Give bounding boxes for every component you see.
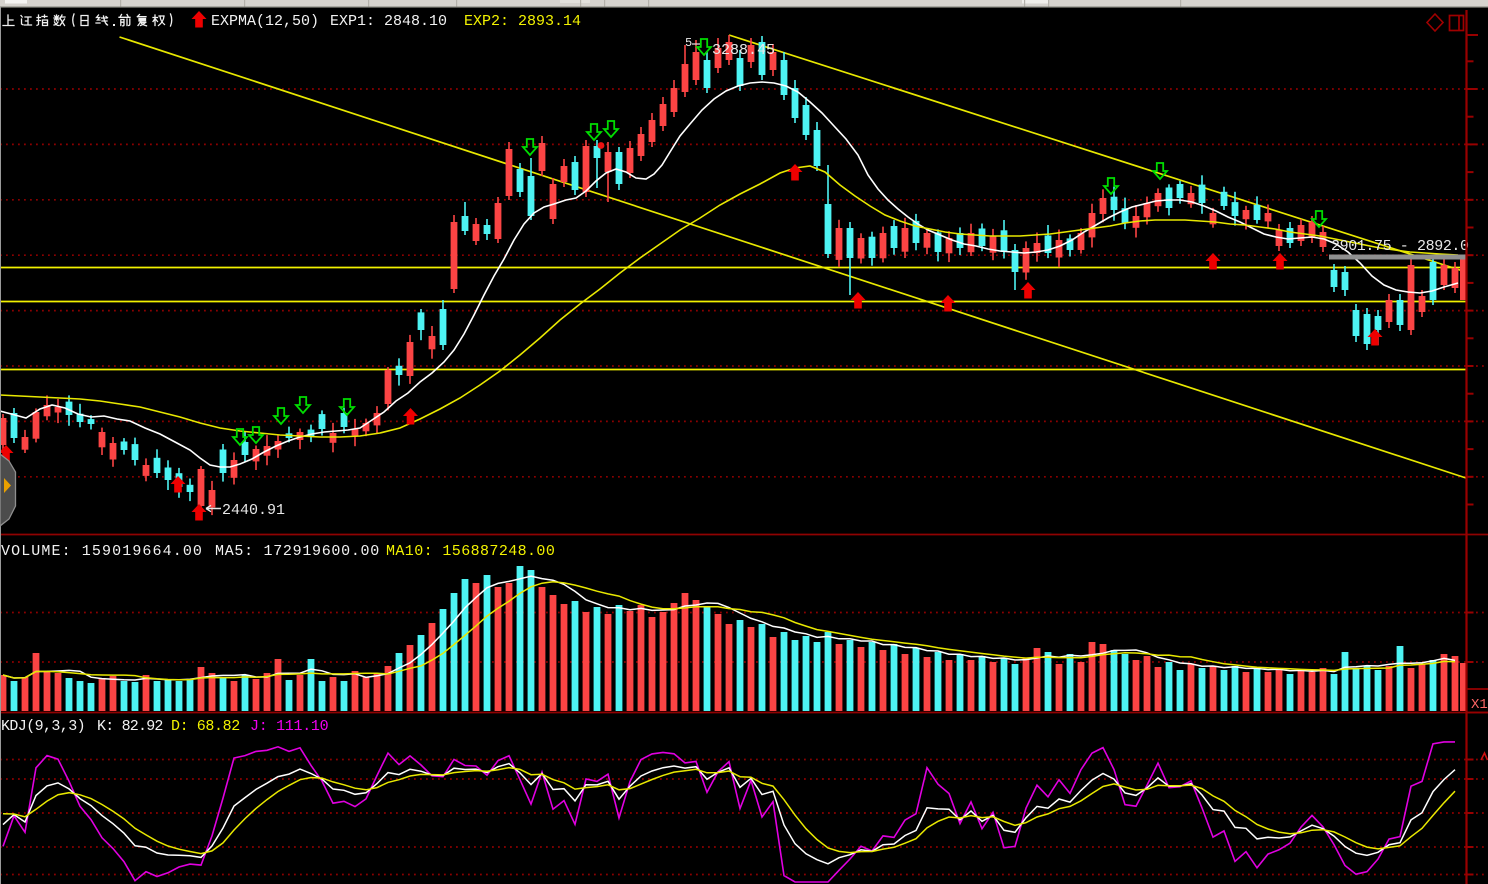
svg-text:X1: X1 (1471, 697, 1488, 713)
svg-text:5: 5 (685, 36, 692, 50)
svg-text:D: 68.82: D: 68.82 (171, 718, 240, 735)
svg-text:VOLUME: 159019664.00: VOLUME: 159019664.00 (1, 543, 203, 560)
svg-text:KDJ(9,3,3): KDJ(9,3,3) (1, 718, 85, 735)
svg-text:MA10: 156887248.00: MA10: 156887248.00 (386, 543, 555, 560)
svg-text:EXPMA(12,50): EXPMA(12,50) (211, 13, 319, 30)
svg-text:K: 82.92: K: 82.92 (97, 718, 163, 735)
svg-text:3288.45: 3288.45 (712, 42, 775, 59)
svg-text:MA5: 172919600.00: MA5: 172919600.00 (215, 543, 380, 560)
svg-text:J: 111.10: J: 111.10 (250, 718, 329, 735)
svg-text:EXP1: 2848.10: EXP1: 2848.10 (330, 13, 447, 30)
svg-text:EXP2: 2893.14: EXP2: 2893.14 (464, 13, 581, 30)
svg-text:2901.75 - 2892.0: 2901.75 - 2892.0 (1331, 238, 1469, 255)
svg-text:2440.91: 2440.91 (222, 502, 285, 519)
